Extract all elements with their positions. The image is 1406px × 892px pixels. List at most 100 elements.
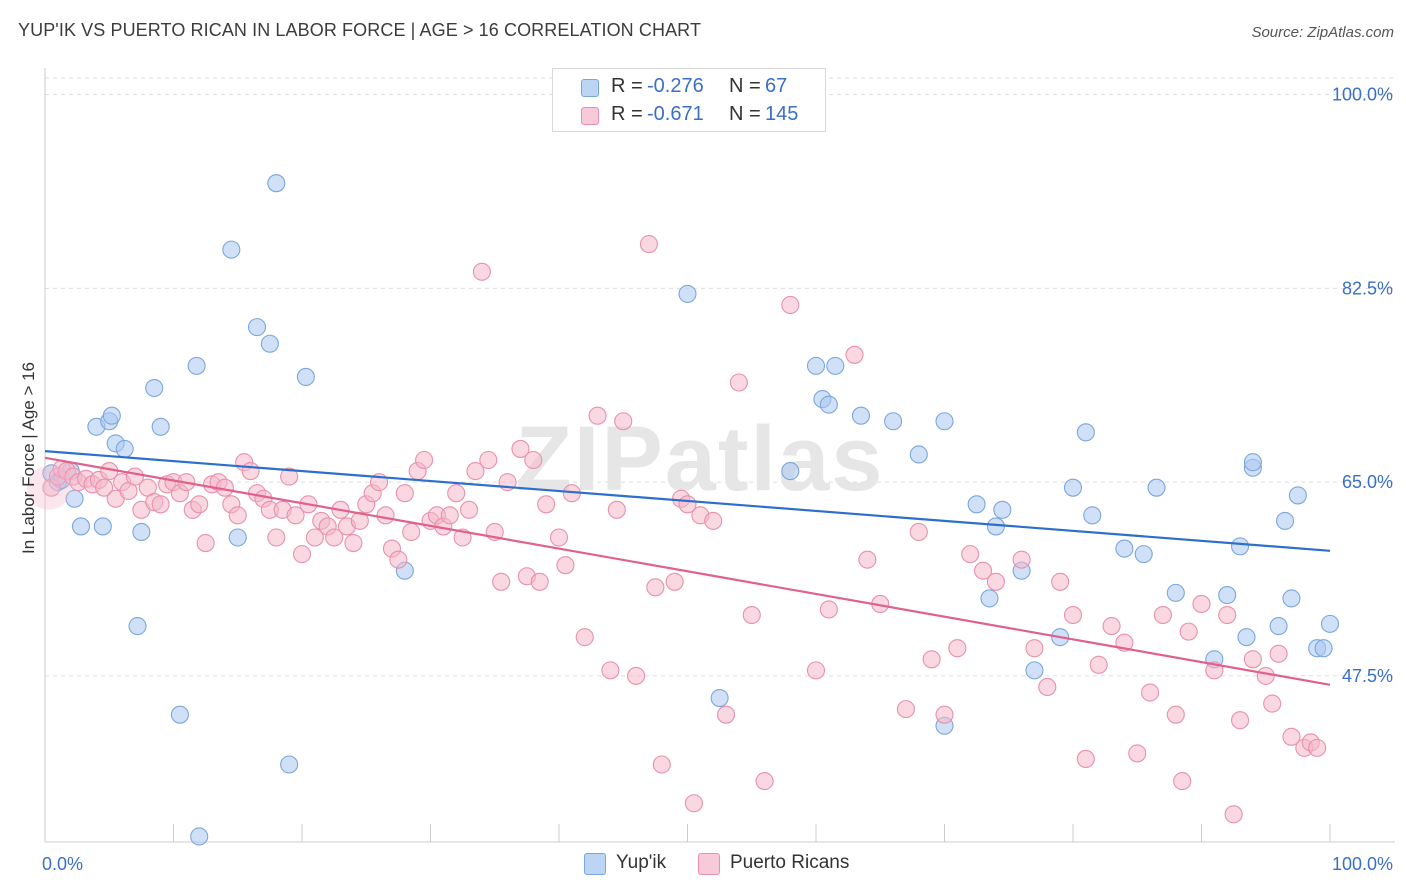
puerto-rican-point xyxy=(305,528,324,547)
puerto-rican-point xyxy=(1076,749,1095,769)
yupik-point xyxy=(228,528,247,547)
puerto-rican-point xyxy=(652,755,671,774)
puerto-rican-point xyxy=(961,545,980,564)
y-tick-label: 100.0% xyxy=(1332,85,1393,105)
puerto-rican-point xyxy=(415,450,434,470)
puerto-rican-point xyxy=(1218,605,1237,625)
puerto-rican-point xyxy=(556,556,575,575)
puerto-rican-point xyxy=(575,628,594,647)
puerto-rican-point xyxy=(95,478,114,497)
yupik-point xyxy=(187,356,206,375)
yupik-point xyxy=(980,589,999,608)
puerto-rican-point xyxy=(1089,655,1108,674)
puerto-rican-point xyxy=(896,700,916,719)
yupik-trend-line xyxy=(44,450,1331,552)
puerto-rican-point xyxy=(228,506,247,525)
puerto-rican-point xyxy=(1192,594,1211,613)
yupik-point xyxy=(1275,511,1295,530)
yupik-point xyxy=(1243,453,1262,472)
legend-r-value: -0.276 xyxy=(647,75,704,97)
legend-n-label: N = xyxy=(729,75,761,97)
puerto-rican-point xyxy=(389,550,408,569)
puerto-rican-point xyxy=(858,550,877,569)
y-tick-label: 82.5% xyxy=(1342,278,1393,298)
yupik-point xyxy=(1320,614,1340,633)
grid-lines xyxy=(45,77,1395,677)
puerto-rican-point xyxy=(190,495,209,514)
yupik-point xyxy=(851,406,871,425)
puerto-rican-point xyxy=(729,373,748,392)
puerto-rican-point xyxy=(447,484,466,503)
puerto-rican-point xyxy=(935,705,954,724)
puerto-rican-points xyxy=(26,235,1327,824)
yupik-point xyxy=(1134,545,1153,564)
y-tick-label: 65.0% xyxy=(1342,472,1393,492)
yupik-point xyxy=(884,412,903,431)
legend-r-label: R = xyxy=(611,75,643,97)
legend-n-value: 145 xyxy=(765,103,799,125)
puerto-rican-point xyxy=(492,572,511,591)
puerto-rican-point xyxy=(1243,650,1262,669)
puerto-rican-trend-line xyxy=(44,456,1331,686)
puerto-rican-point xyxy=(1012,550,1031,569)
puerto-rican-point xyxy=(1256,666,1275,685)
yupik-point xyxy=(93,517,112,536)
puerto-rican-point xyxy=(1025,639,1044,658)
series-label-yupik: Yup'ik xyxy=(616,852,667,873)
puerto-rican-point xyxy=(395,484,414,503)
yupik-point xyxy=(1076,423,1095,442)
puerto-rican-point xyxy=(588,406,607,425)
series-swatch-yupik xyxy=(584,853,606,875)
puerto-rican-point xyxy=(1263,694,1282,713)
puerto-rican-point xyxy=(1308,738,1327,757)
puerto-rican-point xyxy=(806,661,826,680)
puerto-rican-point xyxy=(325,528,344,547)
chart-source: Source: ZipAtlas.com xyxy=(1251,24,1394,41)
yupik-point xyxy=(1237,628,1256,647)
puerto-rican-point xyxy=(1166,705,1185,724)
yupik-point xyxy=(1269,617,1288,636)
puerto-rican-point xyxy=(614,412,633,431)
yupik-point xyxy=(1231,537,1250,556)
yupik-point xyxy=(1115,539,1134,558)
puerto-rican-point xyxy=(601,661,620,680)
yupik-point xyxy=(247,318,267,337)
puerto-rican-point xyxy=(909,522,928,542)
puerto-rican-point xyxy=(537,495,556,514)
puerto-rican-point xyxy=(549,528,569,547)
puerto-rican-point xyxy=(1141,683,1160,702)
yupik-point xyxy=(280,755,299,774)
series-legend: Yup'ik Puerto Ricans xyxy=(0,852,1406,876)
puerto-rican-point xyxy=(196,533,215,553)
puerto-rican-point xyxy=(1179,622,1198,641)
yupik-point xyxy=(909,445,928,464)
yupik-point xyxy=(145,378,164,398)
yupik-point xyxy=(710,689,729,708)
yupik-point xyxy=(1166,583,1185,602)
yupik-point xyxy=(819,395,838,414)
legend-r-label: R = xyxy=(611,103,643,125)
puerto-rican-point xyxy=(922,650,941,669)
puerto-rican-point xyxy=(665,572,684,591)
puerto-rican-point xyxy=(466,462,485,481)
yupik-point xyxy=(260,334,279,353)
puerto-rican-point xyxy=(755,772,774,791)
puerto-rican-point xyxy=(1051,572,1070,591)
series-label-puerto-ricans: Puerto Ricans xyxy=(730,852,850,873)
puerto-rican-point xyxy=(627,666,646,685)
puerto-rican-point xyxy=(524,450,543,470)
trend-lines xyxy=(44,450,1331,686)
correlation-legend: R = -0.276 N = 67 R = -0.671 N = 145 xyxy=(552,68,826,132)
legend-swatch-yupik xyxy=(581,79,599,97)
puerto-rican-point xyxy=(344,533,363,553)
puerto-rican-point xyxy=(639,235,659,254)
puerto-rican-point xyxy=(1282,727,1301,746)
puerto-rican-point xyxy=(1224,805,1243,824)
puerto-rican-point xyxy=(1153,605,1172,625)
puerto-rican-point xyxy=(376,506,395,525)
puerto-rican-point xyxy=(1269,644,1288,663)
yupik-point xyxy=(71,517,91,536)
yupik-point xyxy=(967,495,986,514)
yupik-point xyxy=(102,406,121,425)
